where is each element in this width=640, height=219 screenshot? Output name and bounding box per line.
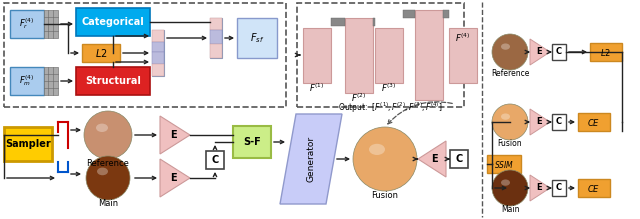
Polygon shape	[530, 175, 550, 201]
Text: C: C	[556, 184, 562, 193]
Text: $F^{(1)}$: $F^{(1)}$	[309, 82, 324, 94]
Bar	[487, 155, 521, 173]
Circle shape	[492, 104, 528, 140]
Bar	[237, 18, 277, 58]
Text: E: E	[170, 130, 176, 140]
Text: Reference: Reference	[86, 159, 129, 168]
Bar	[152, 64, 164, 76]
Bar	[10, 67, 44, 95]
Bar	[552, 114, 566, 130]
Bar	[210, 44, 222, 58]
Bar	[44, 67, 58, 95]
Bar	[152, 42, 164, 52]
Text: E: E	[536, 184, 542, 193]
Ellipse shape	[501, 113, 510, 120]
Polygon shape	[280, 114, 342, 204]
Bar	[415, 10, 443, 100]
Bar	[373, 18, 375, 26]
Circle shape	[353, 127, 417, 191]
Text: $F_m^{(4)}$: $F_m^{(4)}$	[19, 74, 35, 88]
Bar	[578, 113, 610, 131]
Text: $CE$: $CE$	[588, 117, 600, 127]
Text: Reference: Reference	[491, 69, 529, 78]
Bar	[210, 18, 222, 30]
Polygon shape	[160, 116, 190, 154]
Bar	[303, 28, 331, 83]
Ellipse shape	[501, 43, 510, 50]
Text: $F_r^{(4)}$: $F_r^{(4)}$	[19, 17, 35, 32]
Bar	[76, 67, 150, 95]
Text: $F^{(2)}$: $F^{(2)}$	[351, 92, 367, 104]
Bar	[4, 3, 286, 107]
Bar	[590, 43, 622, 61]
Polygon shape	[160, 159, 190, 197]
Text: E: E	[170, 173, 176, 183]
Bar	[449, 28, 477, 83]
Text: $L2$: $L2$	[95, 47, 108, 59]
Ellipse shape	[97, 168, 108, 175]
Bar	[10, 10, 44, 38]
Text: $L2$: $L2$	[600, 46, 612, 58]
Bar	[76, 8, 150, 36]
Bar	[552, 180, 566, 196]
Text: S-F: S-F	[243, 137, 261, 147]
Bar	[331, 18, 345, 26]
Ellipse shape	[501, 179, 510, 186]
Text: Fusion: Fusion	[371, 191, 399, 201]
Text: Structural: Structural	[85, 76, 141, 86]
Text: E: E	[536, 118, 542, 127]
Text: $CE$: $CE$	[588, 182, 600, 194]
Circle shape	[84, 111, 132, 159]
Circle shape	[492, 170, 528, 206]
Text: C: C	[556, 118, 562, 127]
Circle shape	[492, 34, 528, 70]
Bar	[82, 44, 120, 62]
Bar	[375, 28, 403, 83]
Bar	[450, 150, 468, 168]
Bar	[210, 30, 222, 44]
Bar	[152, 30, 164, 42]
Text: Main: Main	[98, 198, 118, 207]
Text: C: C	[211, 155, 219, 165]
Text: Main: Main	[500, 205, 519, 214]
Ellipse shape	[96, 124, 108, 132]
Polygon shape	[530, 39, 550, 65]
Ellipse shape	[369, 144, 385, 155]
Bar	[403, 10, 415, 18]
Text: E: E	[536, 48, 542, 57]
Bar	[297, 3, 464, 107]
Bar	[44, 10, 58, 38]
Bar	[578, 179, 610, 197]
Text: $F^{(3)}$: $F^{(3)}$	[381, 82, 397, 94]
Bar	[4, 127, 52, 161]
Text: Sampler: Sampler	[5, 139, 51, 149]
Text: Output:  $[F^{(1)},F^{(2)},F^{(3)},F^{(4)}]$: Output: $[F^{(1)},F^{(2)},F^{(3)},F^{(4)…	[338, 101, 442, 115]
Bar	[152, 30, 164, 76]
Text: $F_{sf}$: $F_{sf}$	[250, 31, 264, 45]
Polygon shape	[530, 109, 550, 135]
Text: Fusion: Fusion	[498, 140, 522, 148]
Text: Categorical: Categorical	[82, 17, 145, 27]
Text: $F^{(4)}$: $F^{(4)}$	[455, 32, 470, 44]
Text: Generator: Generator	[307, 136, 316, 182]
Bar	[206, 151, 224, 169]
Polygon shape	[418, 141, 446, 177]
Circle shape	[86, 156, 130, 200]
Bar	[345, 18, 373, 93]
Text: $SSIM$: $SSIM$	[494, 159, 514, 170]
Text: C: C	[556, 48, 562, 57]
Bar	[233, 126, 271, 158]
Text: C: C	[456, 154, 463, 164]
Bar	[443, 10, 449, 18]
Bar	[152, 52, 164, 64]
Bar	[210, 18, 222, 58]
Text: E: E	[431, 154, 437, 164]
Bar	[552, 44, 566, 60]
